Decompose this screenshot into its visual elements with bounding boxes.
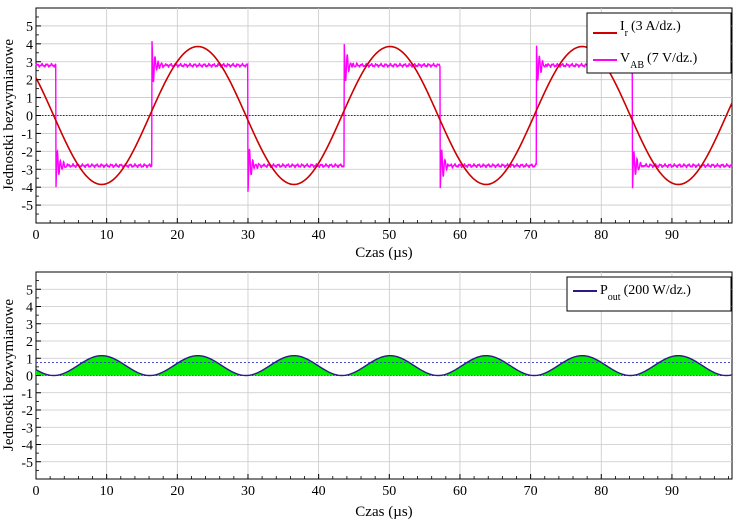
legend-vab-sub: AB [630, 60, 644, 71]
legend-pout-name: P [600, 283, 608, 298]
bottom-y-tick-label: -4 [21, 439, 33, 454]
top-x-tick-label: 40 [312, 228, 326, 243]
bottom-y-tick-label: 5 [26, 283, 33, 298]
top-x-tick-label: 30 [241, 228, 255, 243]
top-x-tick-label: 20 [170, 228, 184, 243]
top-x-axis-label: Czas (µs) [355, 245, 412, 261]
bottom-x-tick-label: 30 [241, 484, 255, 499]
top-y-tick-label: -3 [21, 163, 33, 178]
bottom-x-axis-label: Czas (µs) [355, 504, 412, 520]
bottom-y-tick-label: 2 [26, 335, 33, 350]
legend-vab-note: (7 V/dz.) [647, 51, 698, 66]
top-y-tick-label: 1 [26, 92, 33, 107]
top-y-tick-label: -5 [21, 199, 33, 214]
top-x-tick-label: 10 [100, 228, 114, 243]
top-x-tick-label: 0 [33, 228, 40, 243]
bottom-x-tick-label: 40 [312, 484, 326, 499]
bottom-y-tick-label: 0 [26, 370, 33, 385]
bottom-y-tick-label: 4 [26, 301, 33, 316]
ir-series-line [35, 45, 733, 186]
top-y-tick-label: -2 [21, 145, 33, 160]
top-y-tick-label: -4 [21, 181, 33, 196]
top-y-tick-label: 5 [26, 20, 33, 35]
bottom-y-tick-label: 3 [26, 318, 33, 333]
bottom-series [35, 354, 733, 377]
bottom-y-tick-label: -3 [21, 421, 33, 436]
top-y-tick-label: 2 [26, 74, 33, 89]
top-x-tick-label: 70 [524, 228, 538, 243]
bottom-y-tick-label: -2 [21, 404, 33, 419]
bottom-y-axis-label: Jednostki bezwymiarowe [1, 299, 17, 451]
legend-label-pout: Pout (200 W/dz.) [600, 283, 691, 303]
bottom-x-tick-label: 20 [170, 484, 184, 499]
bottom-legend: Pout (200 W/dz.) [566, 276, 732, 312]
top-x-tick-label: 90 [665, 228, 679, 243]
legend-label-vab: VAB (7 V/dz.) [620, 51, 698, 71]
legend-ir-note: (3 A/dz.) [631, 19, 681, 34]
bottom-x-tick-label: 50 [382, 484, 396, 499]
pout-series-line [35, 354, 733, 377]
top-y-tick-label: -1 [21, 127, 33, 142]
top-y-tick-label: 0 [26, 110, 33, 125]
bottom-x-tick-label: 60 [453, 484, 467, 499]
legend-label-ir: Ir (3 A/dz.) [620, 19, 681, 39]
legend-vab-name: V [620, 51, 630, 66]
top-x-tick-label: 60 [453, 228, 467, 243]
bottom-legend-box [566, 276, 732, 312]
legend-pout-sub: out [608, 292, 621, 303]
top-y-tick-label: 3 [26, 56, 33, 71]
bottom-x-tick-label: 80 [594, 484, 608, 499]
bottom-y-tick-label: 1 [26, 352, 33, 367]
bottom-x-tick-label: 70 [524, 484, 538, 499]
top-legend-box [586, 12, 732, 74]
legend-pout-note: (200 W/dz.) [624, 283, 692, 298]
top-legend: Ir (3 A/dz.) VAB (7 V/dz.) [586, 12, 732, 74]
bottom-x-tick-label: 10 [100, 484, 114, 499]
bottom-y-tick-label: -1 [21, 387, 33, 402]
top-y-axis-label: Jednostki bezwymiarowe [1, 39, 17, 191]
bottom-x-tick-label: 90 [665, 484, 679, 499]
bottom-x-tick-label: 0 [33, 484, 40, 499]
top-y-tick-label: 4 [26, 38, 33, 53]
legend-ir-name: I [620, 19, 625, 34]
top-x-tick-label: 50 [382, 228, 396, 243]
pout-area-fill [36, 355, 732, 376]
legend-ir-sub: r [625, 28, 629, 39]
top-x-tick-label: 80 [594, 228, 608, 243]
bottom-y-tick-label: -5 [21, 456, 33, 471]
